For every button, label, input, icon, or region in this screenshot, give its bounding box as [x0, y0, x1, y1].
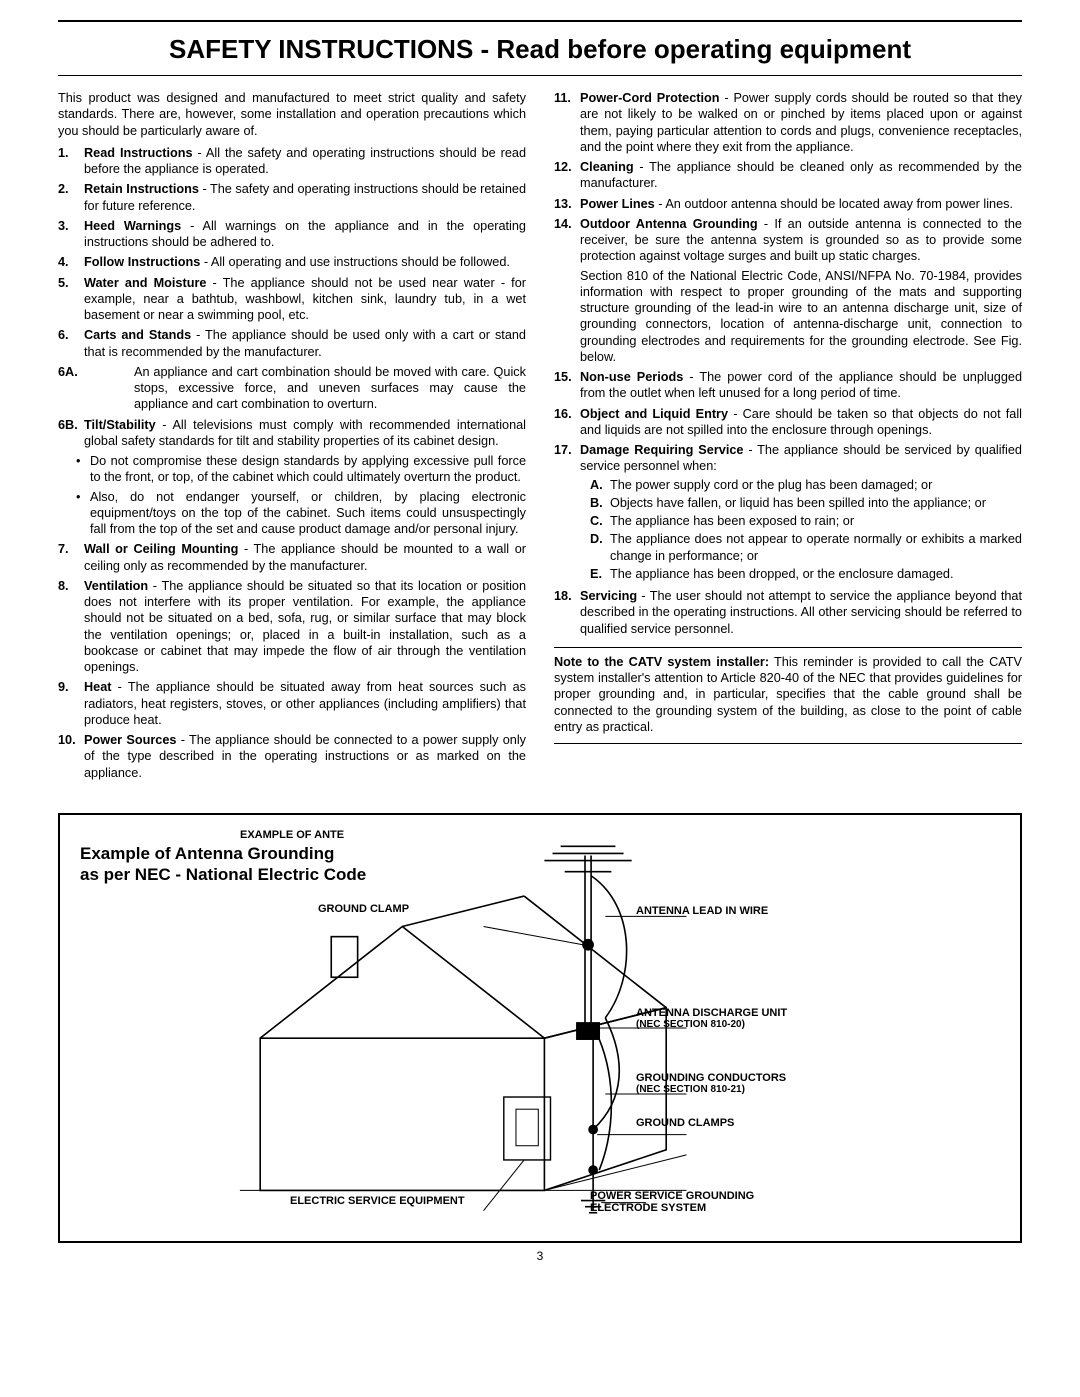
list-item: 11.Power-Cord Protection - Power supply …: [554, 90, 1022, 155]
list-item: 5.Water and Moisture - The appliance sho…: [58, 275, 526, 324]
sub-item: E.The appliance has been dropped, or the…: [590, 566, 1022, 582]
item-6a: 6A. An appl: [58, 364, 526, 413]
separator-rule-2: [554, 743, 1022, 744]
list-item: 8.Ventilation - The appliance should be …: [58, 578, 526, 676]
list-item: 4.Follow Instructions - All operating an…: [58, 254, 526, 270]
top-rule: [58, 20, 1022, 22]
sub-item: A.The power supply cord or the plug has …: [590, 477, 1022, 493]
left-column: This product was designed and manufactur…: [58, 90, 526, 785]
sublist-17: A.The power supply cord or the plug has …: [590, 477, 1022, 583]
bullets-6b: Do not compromise these design standards…: [76, 453, 526, 537]
antenna-grounding-diagram: EXAMPLE OF ANTE Example of Antenna Groun…: [58, 813, 1022, 1243]
page-number: 3: [58, 1249, 1022, 1263]
list-item: 12.Cleaning - The appliance should be cl…: [554, 159, 1022, 192]
bullet-item: Do not compromise these design standards…: [76, 453, 526, 486]
list-item: 14.Outdoor Antenna Grounding - If an out…: [554, 216, 1022, 365]
list-item: 9.Heat - The appliance should be situate…: [58, 679, 526, 728]
list-item: 13.Power Lines - An outdoor antenna shou…: [554, 196, 1022, 212]
list-item: 1.Read Instructions - All the safety and…: [58, 145, 526, 178]
list-item: 15.Non-use Periods - The power cord of t…: [554, 369, 1022, 402]
list-item: 16.Object and Liquid Entry - Care should…: [554, 406, 1022, 439]
list-item: 10.Power Sources - The appliance should …: [58, 732, 526, 781]
diagram-svg: [170, 825, 1000, 1231]
left-list-1: 1.Read Instructions - All the safety and…: [58, 145, 526, 360]
content-columns: This product was designed and manufactur…: [58, 90, 1022, 785]
label-grounding-conductors: GROUNDING CONDUCTORS (NEC SECTION 810-21…: [636, 1072, 786, 1096]
list-item: 3.Heed Warnings - All warnings on the ap…: [58, 218, 526, 251]
list-item: 6B.Tilt/Stability - All televisions must…: [58, 417, 526, 450]
page: SAFETY INSTRUCTIONS - Read before operat…: [0, 0, 1080, 1273]
item-6b-wrap: 6B.Tilt/Stability - All televisions must…: [58, 417, 526, 450]
list-item: 17.Damage Requiring Service - The applia…: [554, 442, 1022, 584]
title-underline: [58, 75, 1022, 76]
sub-item: D.The appliance does not appear to opera…: [590, 531, 1022, 564]
right-list-1: 11.Power-Cord Protection - Power supply …: [554, 90, 1022, 584]
catv-note: Note to the CATV system installer: This …: [554, 654, 1022, 735]
label-discharge-unit: ANTENNA DISCHARGE UNIT (NEC SECTION 810-…: [636, 1007, 787, 1031]
sub-item: C.The appliance has been exposed to rain…: [590, 513, 1022, 529]
intro-paragraph: This product was designed and manufactur…: [58, 90, 526, 139]
bullet-item: Also, do not endanger yourself, or child…: [76, 489, 526, 538]
label-power-service: POWER SERVICE GROUNDING ELECTRODE SYSTEM: [590, 1190, 754, 1215]
sub-item: B.Objects have fallen, or liquid has bee…: [590, 495, 1022, 511]
label-electric-service: ELECTRIC SERVICE EQUIPMENT: [290, 1195, 465, 1208]
label-antenna-lead: ANTENNA LEAD IN WIRE: [636, 905, 768, 918]
right-list-2: 18.Servicing - The user should not attem…: [554, 588, 1022, 637]
label-ground-clamp-top: GROUND CLAMP: [318, 903, 409, 916]
left-list-2: 7.Wall or Ceiling Mounting - The applian…: [58, 541, 526, 781]
list-item: 7.Wall or Ceiling Mounting - The applian…: [58, 541, 526, 574]
list-item: 6.Carts and Stands - The appliance shoul…: [58, 327, 526, 360]
page-title: SAFETY INSTRUCTIONS - Read before operat…: [58, 28, 1022, 75]
separator-rule: [554, 647, 1022, 648]
label-ground-clamps: GROUND CLAMPS: [636, 1117, 734, 1130]
right-column: 11.Power-Cord Protection - Power supply …: [554, 90, 1022, 785]
list-item: 18.Servicing - The user should not attem…: [554, 588, 1022, 637]
list-item: 2.Retain Instructions - The safety and o…: [58, 181, 526, 214]
